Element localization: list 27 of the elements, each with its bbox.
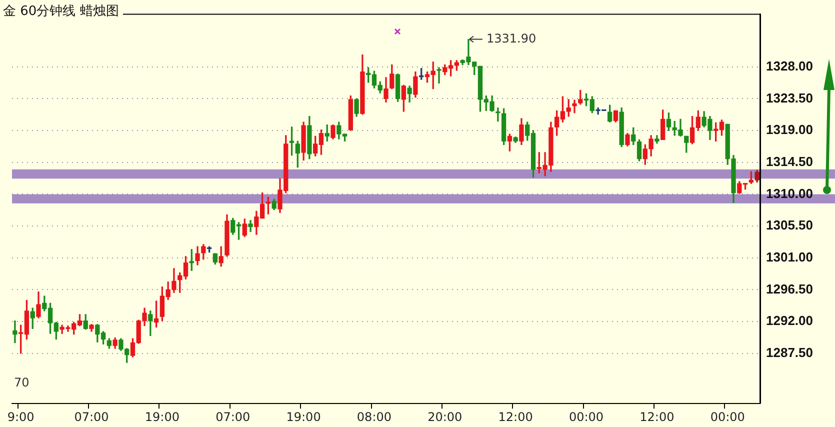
y-tick-label: 1323.50 <box>766 90 814 106</box>
annotation: 70 <box>14 376 30 390</box>
x-tick-label: 9:00 <box>7 410 34 424</box>
x-tick-label: 12:00 <box>498 410 533 424</box>
x-tick-label: 20:00 <box>428 410 462 424</box>
candlestick <box>572 100 577 114</box>
x-tick-label: 19:00 <box>144 410 180 424</box>
annotation: 1331.90 <box>486 31 536 46</box>
x-tick-label: 07:00 <box>216 410 250 424</box>
y-tick-label: 1328.00 <box>766 58 814 74</box>
y-tick-label: 1296.50 <box>766 281 814 296</box>
y-tick-label: 1292.00 <box>766 313 814 328</box>
y-tick-label: 1319.00 <box>766 122 814 138</box>
chart-title: 金 60分钟线 蜡烛图 <box>0 1 123 22</box>
candlestick <box>436 67 442 84</box>
x-tick-label: 08:00 <box>356 410 392 424</box>
y-tick-label: 1305.50 <box>766 218 814 233</box>
y-tick-label: 1287.50 <box>766 344 814 360</box>
y-tick-label: 1310.00 <box>766 186 814 201</box>
x-tick-label: 19:00 <box>286 410 321 424</box>
x-tick-label: 00:00 <box>568 410 604 424</box>
candlestick <box>12 320 18 344</box>
x-tick-label: 12:00 <box>640 410 674 424</box>
x-tick-label: 00:00 <box>710 410 745 424</box>
y-tick-label: 1314.50 <box>766 154 814 169</box>
x-tick-label: 07:00 <box>74 410 109 424</box>
y-tick-label: 1301.00 <box>766 249 814 264</box>
